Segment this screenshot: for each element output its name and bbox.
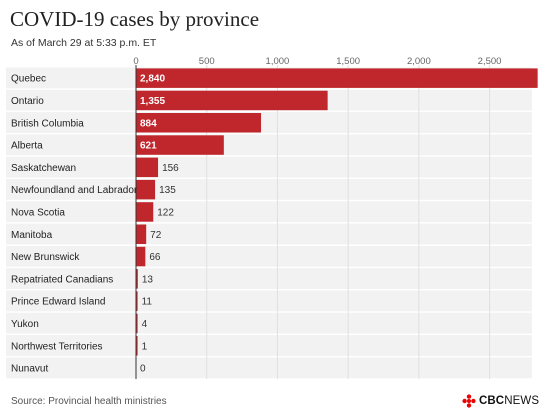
value-label: 621 <box>140 141 157 152</box>
row-band <box>6 357 532 379</box>
category-label: Prince Edward Island <box>11 297 106 308</box>
category-label: Newfoundland and Labrador <box>11 185 138 196</box>
category-label: Yukon <box>11 319 39 330</box>
bar <box>136 291 138 311</box>
bar <box>136 179 156 200</box>
value-label: 1,355 <box>140 96 165 107</box>
value-label: 4 <box>142 319 148 330</box>
bar <box>136 269 138 289</box>
row-band <box>6 156 532 178</box>
value-label: 13 <box>142 274 154 285</box>
category-label: Ontario <box>11 96 44 107</box>
row-band <box>6 201 532 223</box>
value-label: 884 <box>140 118 157 129</box>
x-tick-label: 2,000 <box>407 56 431 67</box>
bar <box>136 224 147 244</box>
x-tick-label: 1,500 <box>336 56 360 67</box>
bar <box>136 313 138 334</box>
x-tick-label: 2,500 <box>478 56 502 67</box>
row-band <box>6 223 532 245</box>
value-label: 2,840 <box>140 74 165 85</box>
x-tick-label: 500 <box>199 56 215 67</box>
bar <box>136 135 224 155</box>
logo-primary: CBC <box>479 395 505 407</box>
category-label: Alberta <box>11 141 43 152</box>
category-label: British Columbia <box>11 118 84 129</box>
bar <box>136 157 159 178</box>
value-label: 72 <box>150 230 162 241</box>
value-label: 1 <box>142 341 148 352</box>
cbc-gem-icon <box>462 394 476 408</box>
value-label: 66 <box>149 252 161 263</box>
chart-subtitle: As of March 29 at 5:33 p.m. ET <box>11 37 157 49</box>
category-label: Nova Scotia <box>11 207 65 218</box>
source-note: Source: Provincial health ministries <box>11 396 167 407</box>
row-band <box>6 112 532 133</box>
x-tick-label: 1,000 <box>266 56 290 67</box>
x-tick-label: 0 <box>133 56 138 67</box>
category-label: Saskatchewan <box>11 163 76 174</box>
row-band <box>6 312 532 334</box>
bar <box>136 90 328 111</box>
category-label: Repatriated Canadians <box>11 274 113 285</box>
value-label: 0 <box>140 364 146 375</box>
chart-title: COVID-19 cases by province <box>10 7 260 31</box>
bar <box>136 113 262 133</box>
category-label: Quebec <box>11 74 46 85</box>
category-label: Northwest Territories <box>11 341 103 352</box>
bar <box>136 336 138 356</box>
bar <box>136 246 146 267</box>
category-label: Manitoba <box>11 230 53 241</box>
value-label: 156 <box>162 163 179 174</box>
category-label: Nunavut <box>11 364 48 375</box>
logo-secondary: NEWS <box>504 395 540 407</box>
category-label: New Brunswick <box>11 252 80 263</box>
bar <box>136 202 154 222</box>
value-label: 122 <box>157 207 174 218</box>
bar <box>136 68 538 88</box>
value-label: 135 <box>159 185 176 196</box>
row-band <box>6 245 532 267</box>
cbc-news-logo: CBCNEWS <box>462 394 539 408</box>
value-label: 11 <box>142 297 153 308</box>
bar-chart: 0 500 1,000 1,500 2,000 2,500 Quebec Ontario Br… <box>6 56 538 379</box>
row-band <box>6 134 532 156</box>
